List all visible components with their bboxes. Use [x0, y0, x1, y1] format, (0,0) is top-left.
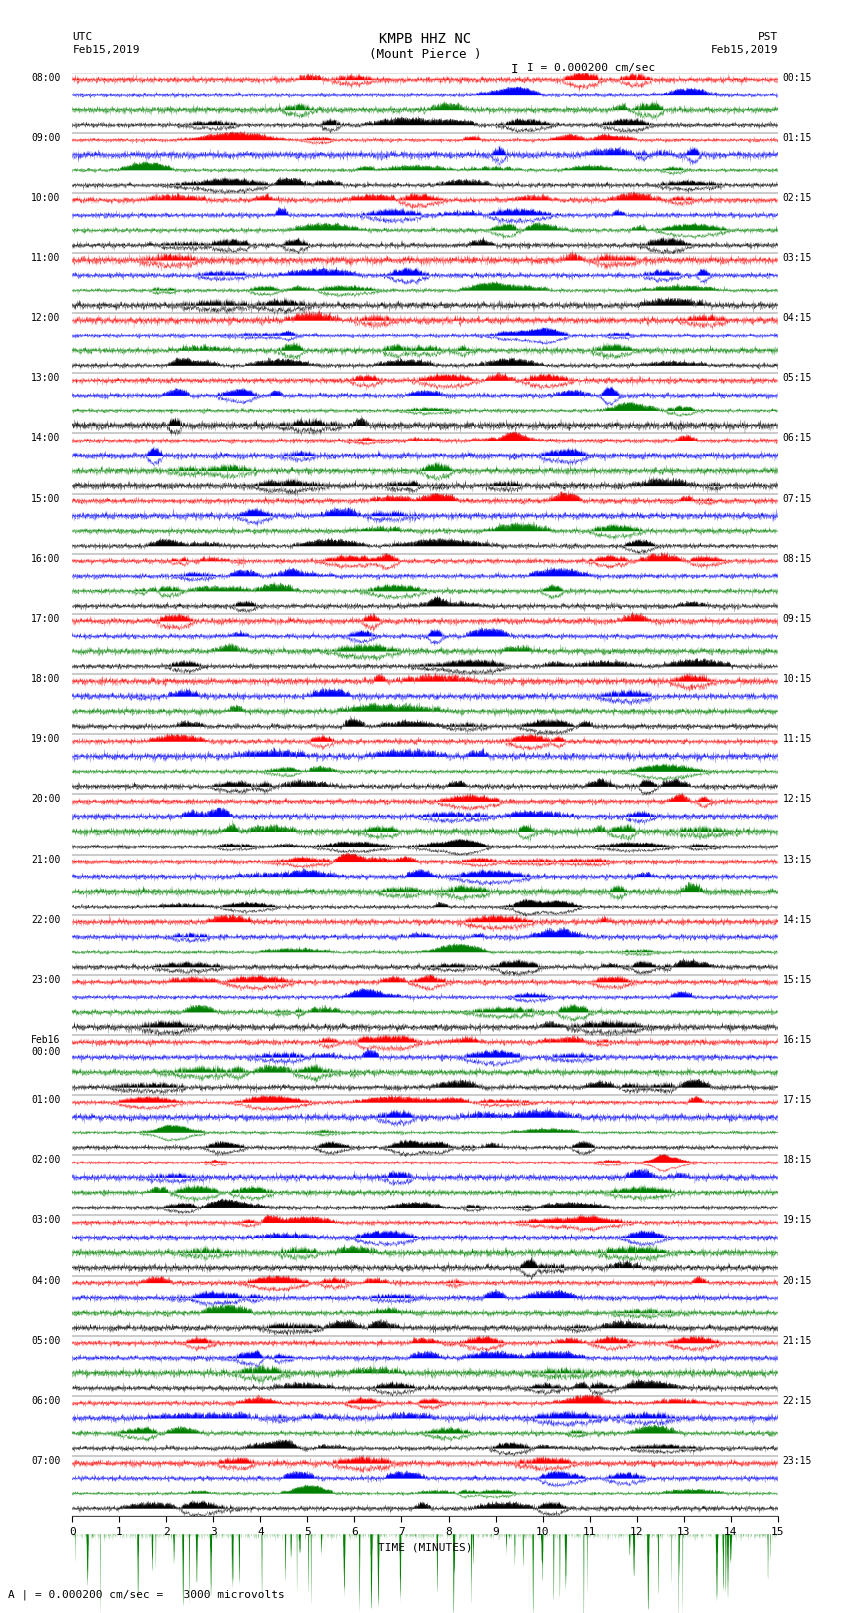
Text: 14:15: 14:15 — [783, 915, 812, 924]
Text: 15:15: 15:15 — [783, 974, 812, 986]
Text: 22:00: 22:00 — [31, 915, 60, 924]
Text: 23:15: 23:15 — [783, 1457, 812, 1466]
Text: 04:15: 04:15 — [783, 313, 812, 323]
Text: 12:15: 12:15 — [783, 794, 812, 805]
Text: 11:00: 11:00 — [31, 253, 60, 263]
Text: 09:00: 09:00 — [31, 132, 60, 142]
Text: 18:00: 18:00 — [31, 674, 60, 684]
Text: 05:00: 05:00 — [31, 1336, 60, 1345]
Text: KMPB HHZ NC: KMPB HHZ NC — [379, 32, 471, 47]
Text: 08:00: 08:00 — [31, 73, 60, 82]
Text: 07:00: 07:00 — [31, 1457, 60, 1466]
Text: 06:00: 06:00 — [31, 1395, 60, 1407]
Text: 10:00: 10:00 — [31, 194, 60, 203]
Text: 03:00: 03:00 — [31, 1216, 60, 1226]
Text: A | = 0.000200 cm/sec =   3000 microvolts: A | = 0.000200 cm/sec = 3000 microvolts — [8, 1589, 286, 1600]
Text: 17:15: 17:15 — [783, 1095, 812, 1105]
Text: PST: PST — [757, 32, 778, 42]
Text: 20:00: 20:00 — [31, 794, 60, 805]
Text: 15:00: 15:00 — [31, 494, 60, 503]
Text: 17:00: 17:00 — [31, 615, 60, 624]
Text: 01:00: 01:00 — [31, 1095, 60, 1105]
Text: (Mount Pierce ): (Mount Pierce ) — [369, 48, 481, 61]
Text: 22:15: 22:15 — [783, 1395, 812, 1407]
Text: 10:15: 10:15 — [783, 674, 812, 684]
Text: 18:15: 18:15 — [783, 1155, 812, 1165]
Text: 21:00: 21:00 — [31, 855, 60, 865]
Text: Feb16
00:00: Feb16 00:00 — [31, 1036, 60, 1057]
Text: 09:15: 09:15 — [783, 615, 812, 624]
Text: I: I — [511, 63, 518, 76]
Text: 02:15: 02:15 — [783, 194, 812, 203]
Text: 16:15: 16:15 — [783, 1036, 812, 1045]
Text: 23:00: 23:00 — [31, 974, 60, 986]
Text: 08:15: 08:15 — [783, 553, 812, 565]
Text: 11:15: 11:15 — [783, 734, 812, 744]
Text: 00:15: 00:15 — [783, 73, 812, 82]
Text: 04:00: 04:00 — [31, 1276, 60, 1286]
Text: 01:15: 01:15 — [783, 132, 812, 142]
Text: 13:15: 13:15 — [783, 855, 812, 865]
Text: 13:00: 13:00 — [31, 373, 60, 384]
Text: UTC: UTC — [72, 32, 93, 42]
Text: 19:00: 19:00 — [31, 734, 60, 744]
Text: I = 0.000200 cm/sec: I = 0.000200 cm/sec — [527, 63, 655, 73]
Text: 06:15: 06:15 — [783, 434, 812, 444]
Text: Feb15,2019: Feb15,2019 — [711, 45, 778, 55]
Text: 12:00: 12:00 — [31, 313, 60, 323]
Text: Feb15,2019: Feb15,2019 — [72, 45, 139, 55]
X-axis label: TIME (MINUTES): TIME (MINUTES) — [377, 1542, 473, 1552]
Text: 05:15: 05:15 — [783, 373, 812, 384]
Text: 03:15: 03:15 — [783, 253, 812, 263]
Text: 20:15: 20:15 — [783, 1276, 812, 1286]
Text: 02:00: 02:00 — [31, 1155, 60, 1165]
Text: 21:15: 21:15 — [783, 1336, 812, 1345]
Text: 19:15: 19:15 — [783, 1216, 812, 1226]
Text: 14:00: 14:00 — [31, 434, 60, 444]
Text: 16:00: 16:00 — [31, 553, 60, 565]
Text: 07:15: 07:15 — [783, 494, 812, 503]
